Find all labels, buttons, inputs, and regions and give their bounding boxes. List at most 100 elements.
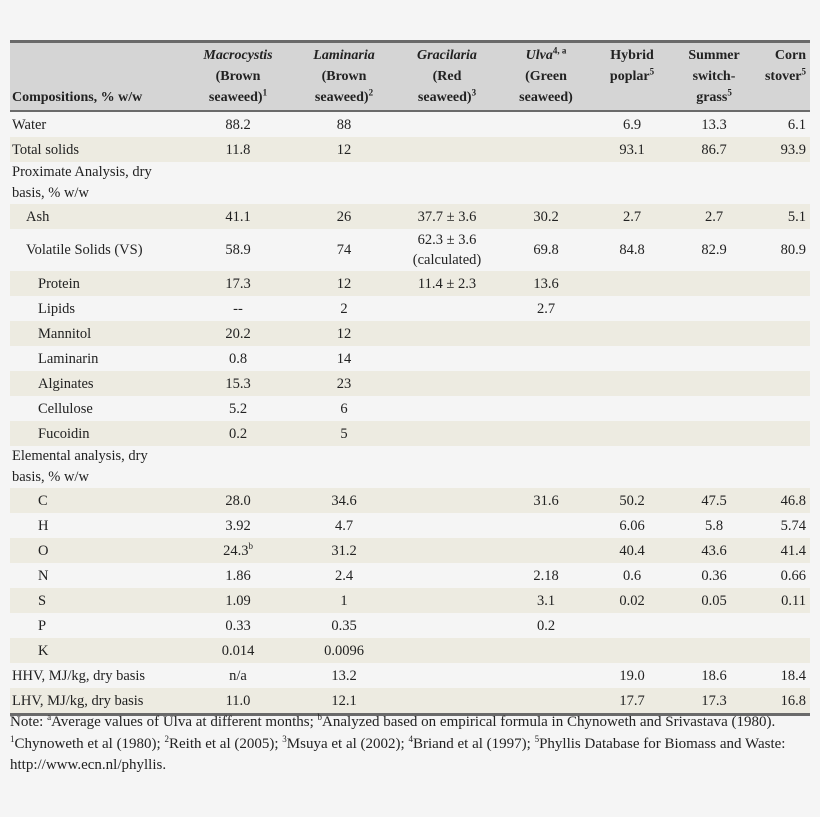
table-header: Compositions, % w/w Macrocystis (Brown s… — [10, 41, 810, 111]
table-row-carbon: C 28.0 34.6 31.6 50.2 47.5 46.8 — [10, 488, 810, 513]
cell — [672, 296, 756, 321]
cell: 13.2 — [331, 667, 357, 684]
row-label: Laminarin — [38, 350, 99, 367]
composition-table: Compositions, % w/w Macrocystis (Brown s… — [10, 40, 810, 716]
cell: 16.8 — [780, 692, 806, 709]
cell: 13.3 — [701, 116, 727, 133]
cell — [592, 421, 672, 446]
cell: 88 — [336, 116, 352, 133]
cell — [394, 663, 500, 688]
cell: 74 — [336, 242, 352, 258]
cell: 0.33 — [225, 617, 251, 634]
cell — [592, 396, 672, 421]
cell: 69.8 — [533, 242, 559, 258]
cell — [756, 421, 810, 446]
cell — [756, 346, 810, 371]
cell: 47.5 — [701, 492, 727, 509]
cell: 37.7 ± 3.6 — [417, 208, 477, 225]
cell — [592, 371, 672, 396]
section-label: Elemental analysis, dry basis, % w/w — [12, 448, 148, 485]
cell — [500, 346, 592, 371]
cell: 0.2 — [536, 617, 556, 634]
cell: 2.7 — [536, 300, 556, 317]
section-row-elemental: Elemental analysis, dry basis, % w/w — [10, 446, 810, 488]
row-label: C — [38, 492, 48, 509]
cell: 46.8 — [780, 492, 806, 509]
cell: 23 — [336, 375, 352, 392]
header-compositions: Compositions, % w/w — [12, 90, 143, 105]
cell: 0.05 — [701, 592, 727, 609]
cell: 12 — [336, 325, 352, 342]
cell: 18.4 — [780, 667, 806, 684]
cell — [394, 588, 500, 613]
cell: 20.2 — [225, 325, 251, 342]
table-row-nitrogen: N 1.86 2.4 2.18 0.6 0.36 0.66 — [10, 563, 810, 588]
cell: 82.9 — [701, 242, 727, 258]
composition-table-container: Compositions, % w/w Macrocystis (Brown s… — [10, 40, 810, 716]
table-row-water: Water 88.2 88 6.9 13.3 6.1 — [10, 111, 810, 137]
cell — [394, 421, 500, 446]
cell — [394, 563, 500, 588]
row-label: Cellulose — [38, 400, 93, 417]
cell: 31.6 — [533, 492, 559, 509]
cell: 62.3 ± 3.6 (calculated) — [412, 232, 482, 268]
row-label: HHV, MJ/kg, dry basis — [12, 667, 146, 684]
cell — [672, 371, 756, 396]
row-label: H — [38, 517, 49, 534]
cell: 88.2 — [225, 116, 251, 133]
table-body: Water 88.2 88 6.9 13.3 6.1 Total solids … — [10, 111, 810, 715]
cell: 30.2 — [533, 208, 559, 225]
cell: 12.1 — [331, 692, 357, 709]
cell — [500, 321, 592, 346]
cell — [756, 321, 810, 346]
cell: 11.8 — [225, 141, 251, 158]
cell: 0.35 — [331, 617, 357, 634]
cell — [500, 688, 592, 715]
cell: 19.0 — [619, 667, 645, 684]
cell: 14 — [336, 350, 352, 367]
cell: 2.4 — [334, 567, 354, 584]
cell — [394, 688, 500, 715]
cell — [394, 396, 500, 421]
table-row-total-solids: Total solids 11.8 12 93.1 86.7 93.9 — [10, 137, 810, 162]
row-label: Ash — [26, 208, 50, 225]
cell — [500, 513, 592, 538]
cell — [592, 296, 672, 321]
cell: 0.2 — [228, 425, 248, 442]
cell — [394, 513, 500, 538]
cell: 11.4 ± 2.3 — [417, 275, 477, 292]
cell — [394, 638, 500, 663]
cell — [394, 296, 500, 321]
table-row-potassium: K 0.014 0.0096 — [10, 638, 810, 663]
cell — [394, 371, 500, 396]
cell — [672, 638, 756, 663]
section-row-proximate: Proximate Analysis, dry basis, % w/w — [10, 162, 810, 204]
row-label: P — [38, 617, 47, 634]
cell — [500, 111, 592, 137]
row-label: Water — [12, 116, 47, 133]
table-row-protein: Protein 17.3 12 11.4 ± 2.3 13.6 — [10, 271, 810, 296]
cell: 18.6 — [701, 667, 727, 684]
cell — [756, 638, 810, 663]
cell — [756, 271, 810, 296]
cell — [394, 488, 500, 513]
cell: 6.1 — [787, 116, 806, 133]
cell: 1.86 — [225, 567, 251, 584]
cell: 5.1 — [787, 208, 806, 225]
cell — [672, 321, 756, 346]
cell: 0.11 — [781, 592, 806, 609]
table-row-oxygen: O 24.3b 31.2 40.4 43.6 41.4 — [10, 538, 810, 563]
cell — [592, 271, 672, 296]
cell: 13.6 — [533, 275, 559, 292]
cell: 34.6 — [331, 492, 357, 509]
table-row-lhv: LHV, MJ/kg, dry basis 11.0 12.1 17.7 17.… — [10, 688, 810, 715]
table-row-hydrogen: H 3.92 4.7 6.06 5.8 5.74 — [10, 513, 810, 538]
cell: 93.1 — [619, 141, 645, 158]
cell — [500, 396, 592, 421]
table-row-hhv: HHV, MJ/kg, dry basis n/a 13.2 19.0 18.6… — [10, 663, 810, 688]
row-label: K — [38, 642, 49, 659]
cell: 24.3b — [223, 540, 253, 559]
cell — [592, 638, 672, 663]
cell: 50.2 — [619, 492, 645, 509]
cell — [500, 538, 592, 563]
